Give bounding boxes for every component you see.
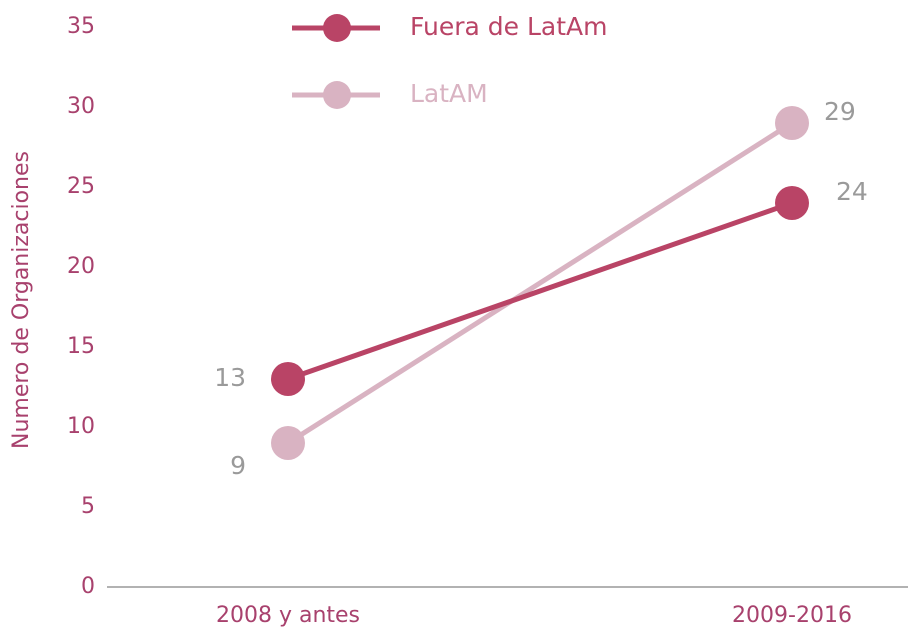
point	[271, 426, 305, 460]
y-tick-label: 25	[67, 174, 95, 199]
y-tick-label: 0	[81, 574, 95, 599]
y-axis-title: Numero de Organizaciones	[9, 151, 34, 449]
point	[271, 362, 305, 396]
point	[775, 106, 809, 140]
series-line	[287, 200, 793, 382]
data-label: 13	[214, 363, 246, 392]
legend-marker	[323, 81, 351, 109]
x-tick-label: 2009-2016	[732, 603, 852, 628]
y-tick-label: 5	[81, 494, 95, 519]
data-label: 24	[836, 177, 868, 206]
legend-label: LatAM	[410, 79, 488, 108]
legend-marker	[323, 14, 351, 42]
series-line	[286, 120, 794, 446]
legend-label: Fuera de LatAm	[410, 12, 608, 41]
data-label: 9	[230, 451, 246, 480]
point	[775, 186, 809, 220]
data-label: 29	[824, 97, 856, 126]
y-tick-label: 15	[67, 334, 95, 359]
y-tick-label: 35	[67, 14, 95, 39]
y-tick-label: 10	[67, 414, 95, 439]
y-tick-label: 30	[67, 94, 95, 119]
x-tick-label: 2008 y antes	[216, 603, 360, 628]
y-tick-label: 20	[67, 254, 95, 279]
